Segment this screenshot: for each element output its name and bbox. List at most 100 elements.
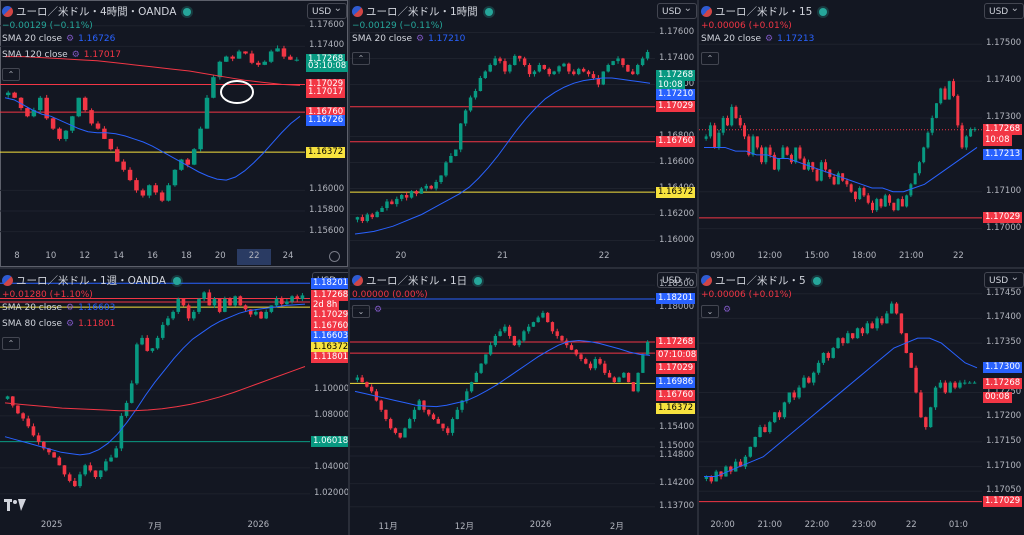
price-chart[interactable] <box>699 269 1024 535</box>
panel-divider[interactable] <box>0 267 1024 269</box>
candle <box>78 474 82 487</box>
time-axis-label: 2月 <box>609 522 624 532</box>
price-tag: 1.17268 <box>656 336 696 348</box>
chart-panel-p2[interactable]: ユーロ／米ドル・1時間 −0.00129 (−0.11%) SMA 20 close… <box>350 0 697 267</box>
time-axis-label: 2025 <box>40 520 63 530</box>
chevron-up-icon[interactable]: ⌃ <box>701 52 719 65</box>
candle <box>102 128 107 139</box>
currency-select[interactable]: USD <box>307 1 347 19</box>
symbol-title[interactable]: ユーロ／米ドル・5 <box>701 273 821 288</box>
price-tag: 1.17029 <box>983 212 1023 224</box>
currency-select[interactable]: USD <box>657 270 697 288</box>
candle <box>943 382 948 393</box>
gear-icon[interactable]: ⚙ <box>723 305 732 315</box>
indicator-legend[interactable]: SMA 120 close ⚙ 1.17017 <box>2 50 121 60</box>
candle <box>537 65 542 72</box>
candle <box>738 117 742 126</box>
chevron-up-icon[interactable]: ⌄ <box>701 305 719 318</box>
symbol-title[interactable]: ユーロ／米ドル・1日 <box>352 273 483 288</box>
indicator-value: 1.16726 <box>78 34 116 44</box>
candle <box>938 382 943 388</box>
chevron-up-icon[interactable]: ⌃ <box>2 68 20 81</box>
candle <box>593 359 597 369</box>
price-chart[interactable] <box>699 0 1024 267</box>
indicator-legend[interactable]: SMA 20 close ⚙ 1.16726 <box>2 34 115 44</box>
candle <box>576 68 581 75</box>
candle <box>268 51 274 62</box>
candle <box>777 158 781 170</box>
indicator-legend[interactable]: SMA 20 close ⚙ 1.16603 <box>2 303 115 313</box>
candle <box>460 400 464 410</box>
gear-icon[interactable]: ⚙ <box>66 319 75 329</box>
chart-panel-p3[interactable]: ユーロ／米ドル・15 +0.00006 (+0.01%) SMA 20 close ⚙… <box>699 0 1024 267</box>
candle <box>729 466 733 472</box>
currency-select[interactable]: USD <box>984 1 1024 19</box>
candle <box>191 311 196 319</box>
currency-select[interactable]: USD <box>984 270 1024 288</box>
candle <box>281 48 287 57</box>
time-axis-label: 2026 <box>529 520 552 530</box>
indicator-legend[interactable]: SMA 20 close ⚙ 1.17213 <box>701 34 814 44</box>
candle <box>846 333 850 344</box>
price-axis-label: 1.15800 <box>309 204 345 215</box>
indicator-legend[interactable]: SMA 80 close ⚙ 1.11801 <box>2 319 115 329</box>
candle <box>641 354 645 373</box>
target-icon[interactable] <box>329 251 340 262</box>
candle <box>488 65 492 72</box>
candle <box>57 457 62 466</box>
candle <box>450 419 455 433</box>
gear-icon[interactable]: ⚙ <box>66 34 75 44</box>
time-axis-label: 12:00 <box>757 251 783 261</box>
symbol-title[interactable]: ユーロ／米ドル・1週・OANDA <box>2 273 181 288</box>
gear-icon[interactable]: ⚙ <box>374 305 383 315</box>
chevron-up-icon[interactable]: ⌃ <box>352 52 370 65</box>
chart-panel-p1[interactable]: ユーロ／米ドル・4時間・OANDA −0.00129 (−0.11%) SMA 20… <box>0 0 348 267</box>
candle <box>919 392 923 418</box>
candle <box>186 305 191 319</box>
time-axis-label: 20 <box>395 251 407 261</box>
chart-panel-p6[interactable]: ユーロ／米ドル・5 +0.00006 (+0.01%) ⌄ ⚙ USD1.17450 1.… <box>699 269 1024 535</box>
gear-icon[interactable]: ⚙ <box>66 303 75 313</box>
chart-panel-p4[interactable]: ユーロ／米ドル・1週・OANDA +0.01280 (+1.10%) SMA 20 … <box>0 269 348 535</box>
candle <box>763 427 767 433</box>
candle <box>768 422 772 433</box>
candle <box>269 305 274 312</box>
candle <box>617 377 621 383</box>
candle <box>753 436 757 447</box>
candle <box>465 391 469 401</box>
symbol-title[interactable]: ユーロ／米ドル・4時間・OANDA <box>2 4 192 19</box>
candle <box>947 81 951 100</box>
gear-icon[interactable]: ⚙ <box>71 50 80 60</box>
price-axis-label: 1.18500 <box>659 279 695 290</box>
candle <box>924 417 928 428</box>
price-chart[interactable] <box>0 269 348 535</box>
candle <box>365 214 370 221</box>
candle <box>889 303 894 314</box>
chevron-up-icon[interactable]: ⌄ <box>352 305 370 318</box>
gear-icon[interactable]: ⚙ <box>416 34 425 44</box>
price-chart[interactable] <box>0 0 348 267</box>
chevron-up-icon[interactable]: ⌃ <box>2 337 20 350</box>
candle <box>498 58 502 62</box>
candle <box>264 311 269 319</box>
symbol-title[interactable]: ユーロ／米ドル・1時間 <box>352 4 493 19</box>
indicator-legend[interactable]: SMA 20 close ⚙ 1.17210 <box>352 34 465 44</box>
candle <box>88 465 93 471</box>
annotation-circle[interactable] <box>220 80 254 104</box>
price-chart[interactable] <box>350 0 697 267</box>
candle <box>455 409 459 420</box>
chart-panel-p5[interactable]: ユーロ／米ドル・1日 0.00000 (0.00%) ⌄ ⚙ USD1.18500 1.1… <box>350 269 697 535</box>
price-axis-label: 1.17100 <box>986 460 1022 471</box>
currency-select[interactable]: USD <box>657 1 697 19</box>
price-chart[interactable] <box>350 269 697 535</box>
time-axis-label: 09:00 <box>710 251 735 261</box>
price-tag: 00:08 <box>983 391 1012 403</box>
candle <box>427 409 431 415</box>
sma-line-long <box>5 56 301 86</box>
candle <box>542 65 547 69</box>
gear-icon[interactable]: ⚙ <box>765 34 774 44</box>
candle <box>389 419 393 429</box>
candle <box>197 298 201 312</box>
symbol-title[interactable]: ユーロ／米ドル・15 <box>701 4 828 19</box>
candle <box>503 326 507 332</box>
